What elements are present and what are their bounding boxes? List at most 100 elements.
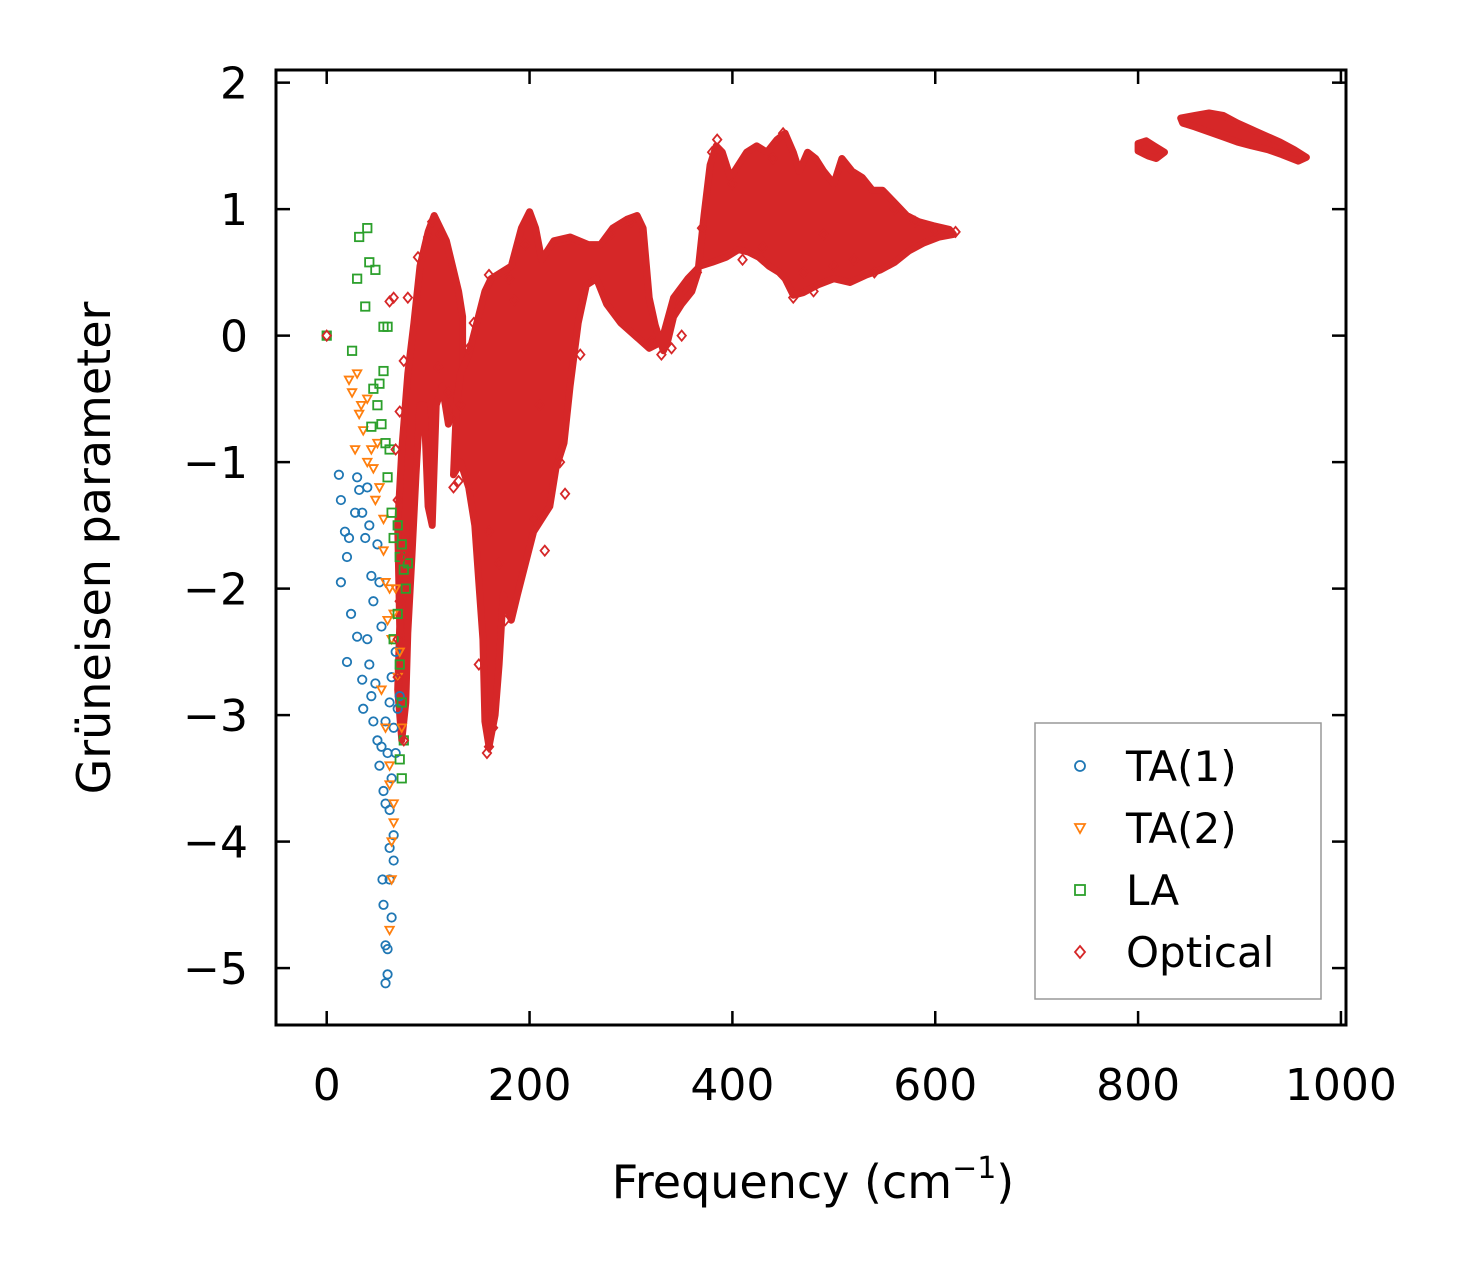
la-point-28 <box>392 608 403 620</box>
legend-marker-la <box>1074 884 1086 896</box>
ta-1-point-5 <box>341 551 353 563</box>
optical-point-50 <box>691 265 703 279</box>
ta-1-point-23 <box>364 659 375 670</box>
scatter-points <box>321 126 961 989</box>
optical-point-24 <box>473 658 485 671</box>
ta-2-point-9 <box>361 457 374 469</box>
ta-1-point-36 <box>378 899 389 910</box>
y-tick-label--2: −2 <box>183 565 248 616</box>
ta-2-point-34 <box>387 818 400 829</box>
ta-2-point-30 <box>391 672 404 684</box>
optical-point-27 <box>487 721 499 735</box>
la-point-20 <box>386 507 397 518</box>
optical-point-51 <box>696 221 708 235</box>
la-point-23 <box>394 551 405 563</box>
optical-point-33 <box>468 316 480 330</box>
ta-1-point-49 <box>382 747 393 759</box>
optical-point-61 <box>808 284 819 298</box>
optical-point-52 <box>706 145 718 159</box>
la-point-6 <box>362 223 373 234</box>
optical-point-18 <box>432 360 444 374</box>
optical-point-47 <box>656 348 667 362</box>
optical-point-66 <box>889 202 901 216</box>
ta-1-point-8 <box>335 577 347 588</box>
x-tick-label-200: 200 <box>488 1060 572 1111</box>
optical-point-12 <box>392 493 404 507</box>
la-point-33 <box>394 754 405 765</box>
ta-2-point-14 <box>377 514 390 526</box>
ta-2-point-15 <box>369 495 382 507</box>
ta-1-point-24 <box>366 691 377 702</box>
ta-1-point-22 <box>362 634 373 645</box>
optical-point-13 <box>396 550 408 564</box>
optical-point-46 <box>645 335 657 349</box>
ta-2-point-11 <box>367 464 380 475</box>
ta-1-point-2 <box>333 469 344 480</box>
optical-point-38 <box>554 455 566 469</box>
ta-1-point-29 <box>376 621 387 632</box>
ta-2-point-17 <box>379 578 392 589</box>
ta-1-point-44 <box>386 912 397 923</box>
optical-point-16 <box>398 733 410 747</box>
optical-point-63 <box>828 259 840 273</box>
optical-point-23 <box>499 613 511 627</box>
ta-1-point-47 <box>388 855 399 866</box>
optical-point-32 <box>445 411 456 425</box>
legend-marker-ta-1 <box>1074 760 1086 772</box>
optical-point-43 <box>574 348 586 362</box>
optical-point-4 <box>422 230 434 244</box>
ta-1-point-19 <box>364 520 375 531</box>
ta-2-point-8 <box>361 394 374 405</box>
ta-2-point-10 <box>365 445 378 456</box>
ta-2-point-2 <box>346 388 358 399</box>
legend-items: TA(1) TA(2) LA Optical <box>1073 742 1274 977</box>
la-point-21 <box>388 532 399 544</box>
ta-2-point-3 <box>351 369 363 380</box>
optical-point-36 <box>520 238 531 252</box>
legend-label-optical: Optical <box>1126 928 1274 977</box>
la-point-13 <box>368 383 379 394</box>
ta-2-point-33 <box>383 780 396 791</box>
optical-point-14 <box>394 594 406 608</box>
la-point-14 <box>372 400 383 411</box>
la-point-29 <box>388 634 399 645</box>
la-point-30 <box>394 659 405 670</box>
y-tick-label--1: −1 <box>183 438 248 489</box>
ta-2-point-16 <box>377 546 390 557</box>
optical-point-53 <box>711 133 723 147</box>
optical-point-28 <box>481 746 493 760</box>
axis-ticks: 0 200 400 600 800 1000 2 1 0 −1 −2 −3 −4 −5 <box>183 59 1397 1111</box>
ta-1-point-26 <box>370 678 381 689</box>
x-tick-label-400: 400 <box>690 1060 774 1111</box>
ta-2-point-12 <box>371 438 384 450</box>
ta-2-point-5 <box>349 445 361 456</box>
ta-1-point-21 <box>368 596 379 607</box>
ta-1-point-7 <box>345 608 357 620</box>
ta-1-point-27 <box>372 539 383 550</box>
ta-1-point-48 <box>380 798 391 809</box>
optical-point-34 <box>483 268 495 282</box>
la-point-8 <box>370 264 381 275</box>
ta-2-point-28 <box>385 875 398 886</box>
optical-point-48 <box>666 341 677 355</box>
ta-1-point-39 <box>382 944 393 955</box>
ta-1-point-14 <box>352 631 363 642</box>
la-point-34 <box>396 773 407 784</box>
optical-point-20 <box>463 341 475 355</box>
optical-point-57 <box>767 152 779 165</box>
legend-marker-optical <box>1073 944 1087 960</box>
optical-point-60 <box>798 265 809 279</box>
y-tick-label--5: −5 <box>183 944 248 995</box>
optical-dense-region-4 <box>1177 109 1310 165</box>
la-point-5 <box>360 301 371 312</box>
optical-point-45 <box>625 215 637 229</box>
la-point-31 <box>396 697 407 708</box>
la-point-17 <box>384 444 395 455</box>
legend-label-ta-1: TA(1) <box>1125 742 1237 791</box>
ta-1-point-35 <box>377 874 388 885</box>
optical-point-69 <box>950 225 961 239</box>
y-tick-label-1: 1 <box>220 185 248 236</box>
ta-2-point-32 <box>396 723 408 734</box>
la-point-3 <box>352 273 363 284</box>
optical-point-49 <box>676 329 688 343</box>
